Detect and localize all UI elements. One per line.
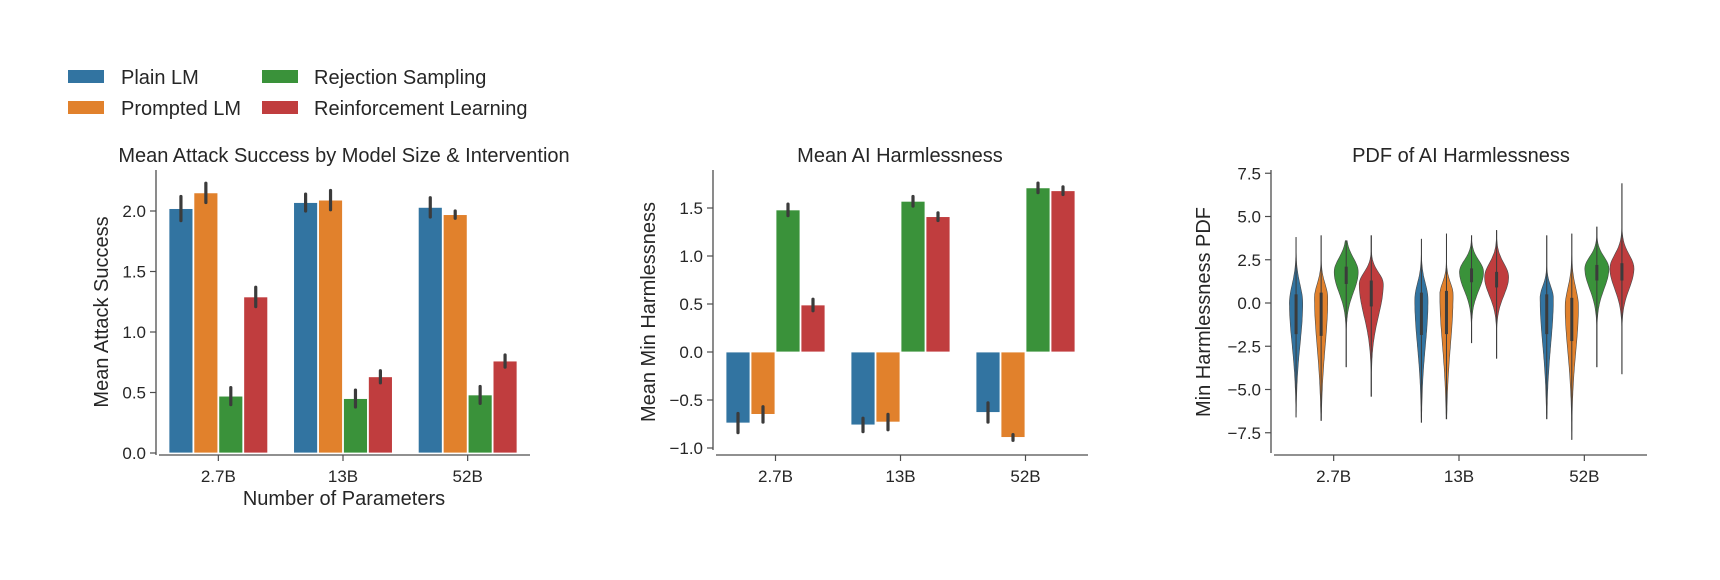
bar-reinforcement-learning-2-7b: [243, 296, 269, 454]
bar-reinforcement-learning-13b: [368, 376, 393, 454]
harmlessness-pdf-y-tick-label: 2.5: [1237, 251, 1261, 270]
harmlessness-x-tick-label: 2.7B: [758, 467, 793, 486]
attack-success-x-tick-label: 13B: [328, 467, 358, 486]
harmlessness-pdf-marks: −7.5 −5.0 −2.5 0.0 2.5 5.0 7.5 2.7B 13B 52B: [1227, 164, 1647, 486]
attack-success-xlabel: Number of Parameters: [243, 488, 445, 510]
bar-rejection-sampling-52b: [1025, 187, 1051, 353]
legend-label-rejection-sampling: Rejection Sampling: [314, 67, 486, 89]
attack-success-y-tick-label: 1.0: [122, 323, 146, 342]
legend-swatch-reinforcement-learning: [262, 101, 298, 114]
attack-success-y-tick-label: 1.5: [122, 263, 146, 282]
harmlessness-pdf-y-tick-label: −5.0: [1227, 381, 1261, 400]
harmlessness-y-tick-label: −1.0: [669, 439, 703, 458]
bar-prompted-lm-2-7b: [193, 192, 219, 454]
legend-entry-rejection-sampling: Rejection Sampling: [262, 67, 486, 89]
legend: Plain LM Prompted LM Rejection Sampling …: [68, 67, 527, 120]
harmlessness-marks: −1.0 −0.5 0.0 0.5 1.0 1.5 2.7B 13B 52B: [669, 170, 1088, 486]
attack-success-title: Mean Attack Success by Model Size & Inte…: [118, 145, 569, 167]
harmlessness-pdf-y-tick-label: 0.0: [1237, 294, 1261, 313]
attack-success-marks: 0.0 0.5 1.0 1.5 2.0 2.7B 13B 52B: [122, 170, 530, 486]
harmlessness-y-tick-label: 1.0: [679, 247, 703, 266]
harmlessness-x-tick-label: 13B: [885, 467, 915, 486]
harmlessness-y-tick-label: 1.5: [679, 199, 703, 218]
legend-entry-prompted-lm: Prompted LM: [68, 98, 241, 120]
legend-label-reinforcement-learning: Reinforcement Learning: [314, 98, 527, 120]
bar-plain-lm-13b: [850, 351, 876, 426]
bar-plain-lm-2-7b: [725, 351, 751, 424]
attack-success-x-tick-label: 2.7B: [201, 467, 236, 486]
harmlessness-ylabel: Mean Min Harmlessness: [638, 202, 660, 422]
attack-success-x-tick-label: 52B: [453, 467, 483, 486]
bar-prompted-lm-52b: [1000, 351, 1026, 438]
harmlessness-pdf-y-tick-label: 5.0: [1237, 208, 1261, 227]
attack-success-y-tick-label: 2.0: [122, 202, 146, 221]
bar-reinforcement-learning-2-7b: [800, 304, 826, 353]
harmlessness-y-tick-label: 0.0: [679, 343, 703, 362]
harmlessness-y-tick-label: 0.5: [679, 295, 703, 314]
legend-entry-reinforcement-learning: Reinforcement Learning: [262, 98, 527, 120]
legend-swatch-prompted-lm: [68, 101, 104, 114]
harmlessness-pdf-x-tick-label: 2.7B: [1316, 467, 1351, 486]
legend-entry-plain-lm: Plain LM: [68, 67, 199, 89]
bar-prompted-lm-13b: [318, 199, 343, 454]
harmlessness-panel: Mean AI Harmlessness Mean Min Harmlessne…: [638, 145, 1088, 486]
bar-prompted-lm-2-7b: [750, 351, 776, 415]
bar-prompted-lm-13b: [875, 351, 901, 423]
bar-plain-lm-13b: [293, 202, 318, 454]
attack-success-y-tick-label: 0.0: [122, 444, 146, 463]
bar-prompted-lm-52b: [442, 214, 468, 454]
attack-success-ylabel: Mean Attack Success: [91, 216, 113, 407]
bar-rejection-sampling-2-7b: [775, 209, 801, 353]
harmlessness-title: Mean AI Harmlessness: [797, 145, 1003, 167]
legend-label-prompted-lm: Prompted LM: [121, 98, 241, 120]
legend-swatch-plain-lm: [68, 70, 104, 83]
harmlessness-pdf-panel: PDF of AI Harmlessness Min Harmlessness …: [1193, 145, 1647, 486]
bar-plain-lm-52b: [417, 206, 443, 454]
harmlessness-pdf-ylabel: Min Harmlessness PDF: [1193, 207, 1215, 417]
harmlessness-pdf-y-tick-label: −7.5: [1227, 424, 1261, 443]
harmlessness-pdf-x-tick-label: 13B: [1444, 467, 1474, 486]
harmlessness-y-tick-label: −0.5: [669, 391, 703, 410]
harmlessness-pdf-title: PDF of AI Harmlessness: [1352, 145, 1570, 167]
harmlessness-pdf-x-tick-label: 52B: [1569, 467, 1599, 486]
legend-swatch-rejection-sampling: [262, 70, 298, 83]
harmlessness-pdf-y-tick-label: −2.5: [1227, 337, 1261, 356]
attack-success-y-tick-label: 0.5: [122, 384, 146, 403]
attack-success-panel: Mean Attack Success by Model Size & Inte…: [91, 145, 570, 510]
bar-plain-lm-2-7b: [168, 208, 194, 454]
bar-reinforcement-learning-52b: [1050, 190, 1076, 353]
harmlessness-x-tick-label: 52B: [1010, 467, 1040, 486]
harmlessness-pdf-y-tick-label: 7.5: [1237, 164, 1261, 183]
bar-reinforcement-learning-52b: [492, 360, 518, 454]
bar-rejection-sampling-13b: [900, 200, 926, 353]
bar-reinforcement-learning-13b: [925, 216, 951, 353]
legend-label-plain-lm: Plain LM: [121, 67, 199, 89]
